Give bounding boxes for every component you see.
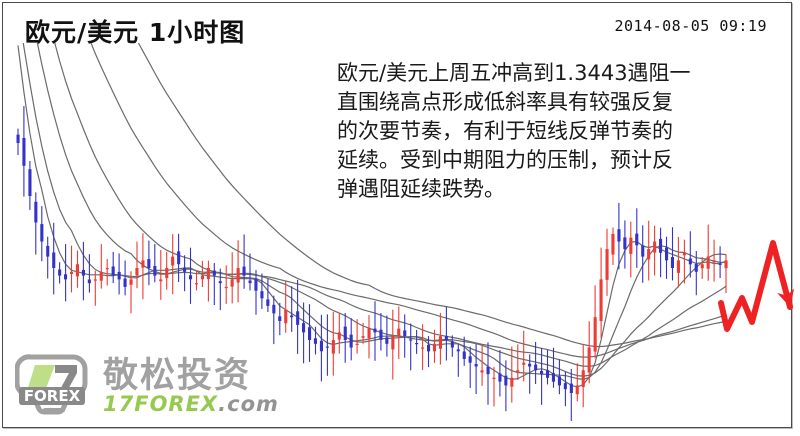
commentary-line: 欧元/美元上周五冲高到1.3443遇阻一 (337, 61, 691, 85)
candlestick-series (16, 106, 728, 421)
timestamp-label: 2014-08-05 09:19 (614, 17, 767, 35)
brand-text: 敬松投资 17FOREX.com (103, 357, 279, 416)
brand-name-cn: 敬松投资 (103, 355, 252, 396)
page-title: 欧元/美元 1小时图 (25, 18, 246, 47)
chart-frame: 欧元/美元 1小时图 2014-08-05 09:19 欧元/美元上周五冲高到1… (2, 2, 794, 431)
brand-site-name: 17FOREX (103, 391, 219, 416)
price-chart (6, 43, 794, 431)
watermark-logo: FOREX 敬松投资 17FOREX.com (14, 351, 279, 421)
forex-badge-icon: FOREX (14, 353, 93, 419)
commentary-line: 延续。受到中期阻力的压制，预计反 (337, 148, 673, 172)
commentary-line: 的次要节奏，有利于短线反弹节奏的 (337, 119, 673, 143)
forecast-arrow (718, 240, 794, 332)
analysis-commentary: 欧元/美元上周五冲高到1.3443遇阻一 直围绕高点形成低斜率具有较强反复 的次… (337, 59, 789, 204)
commentary-line: 弹遇阻延续跌势。 (337, 177, 505, 201)
badge-label: FOREX (24, 387, 81, 405)
commentary-line: 直围绕高点形成低斜率具有较强反复 (337, 90, 673, 114)
moving-average-ribbon (17, 43, 727, 388)
brand-site: 17FOREX.com (103, 391, 279, 416)
brand-site-tld: .com (218, 391, 279, 416)
candlestick-plot (16, 43, 794, 421)
